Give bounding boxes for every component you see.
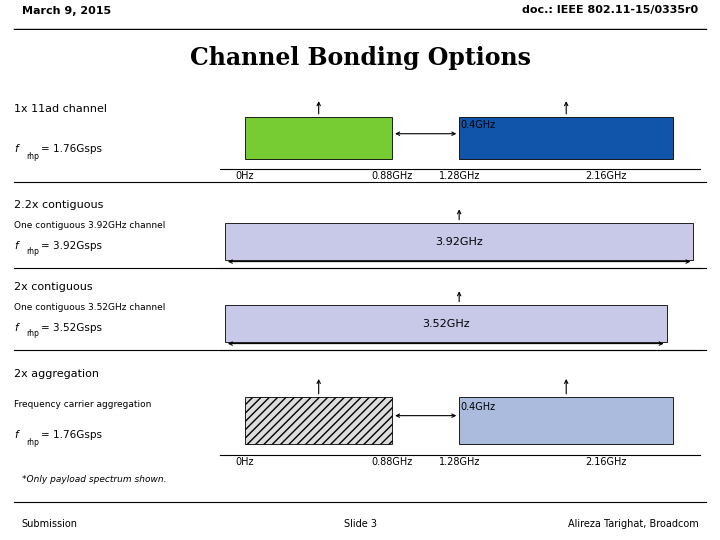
Text: f: f <box>14 429 18 440</box>
Text: One contiguous 3.92GHz channel: One contiguous 3.92GHz channel <box>14 221 166 230</box>
Bar <box>225 305 667 342</box>
Bar <box>459 117 673 159</box>
Text: rhp: rhp <box>26 247 39 256</box>
Text: Channel Bonding Options: Channel Bonding Options <box>189 45 531 70</box>
Text: Slide 3: Slide 3 <box>343 519 377 529</box>
Text: rhp: rhp <box>26 152 39 161</box>
Text: 1x 11ad channel: 1x 11ad channel <box>14 104 107 114</box>
Text: 2x contiguous: 2x contiguous <box>14 281 93 292</box>
Text: f: f <box>14 323 18 333</box>
Bar <box>459 396 673 444</box>
Text: 3.92GHz: 3.92GHz <box>436 237 483 247</box>
Text: Alireza Tarighat, Broadcom: Alireza Tarighat, Broadcom <box>567 519 698 529</box>
Text: = 1.76Gsps: = 1.76Gsps <box>42 144 102 154</box>
Bar <box>245 117 392 159</box>
Text: One contiguous 3.52GHz channel: One contiguous 3.52GHz channel <box>14 303 166 312</box>
Text: f: f <box>14 241 18 252</box>
Text: rhp: rhp <box>26 329 39 339</box>
Text: March 9, 2015: March 9, 2015 <box>22 5 111 16</box>
Text: rhp: rhp <box>26 438 39 447</box>
Text: = 3.92Gsps: = 3.92Gsps <box>42 241 102 252</box>
Text: Frequency carrier aggregation: Frequency carrier aggregation <box>14 400 152 409</box>
Text: = 3.52Gsps: = 3.52Gsps <box>42 323 102 333</box>
Text: 2.2x contiguous: 2.2x contiguous <box>14 200 104 210</box>
Text: 3.52GHz: 3.52GHz <box>422 319 469 329</box>
Text: f: f <box>14 144 18 154</box>
Text: *Only payload spectrum shown.: *Only payload spectrum shown. <box>22 476 166 484</box>
Text: 0.4GHz: 0.4GHz <box>461 402 496 411</box>
Bar <box>225 222 693 260</box>
Text: 0.4GHz: 0.4GHz <box>461 120 496 130</box>
Text: Submission: Submission <box>22 519 78 529</box>
Text: doc.: IEEE 802.11-15/0335r0: doc.: IEEE 802.11-15/0335r0 <box>522 5 698 16</box>
Text: 2x aggregation: 2x aggregation <box>14 369 99 379</box>
Bar <box>245 396 392 444</box>
Text: = 1.76Gsps: = 1.76Gsps <box>42 429 102 440</box>
